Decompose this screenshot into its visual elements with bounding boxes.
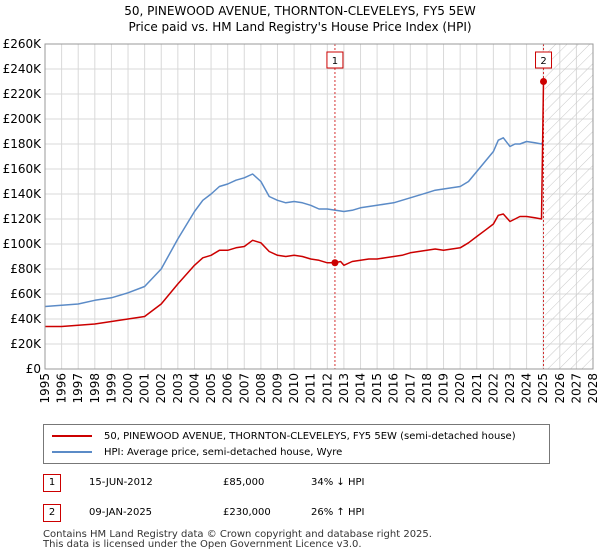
y-tick-label: £260K (3, 37, 43, 51)
y-tick-label: £0 (26, 362, 41, 376)
legend-swatch-hpi (52, 451, 92, 453)
y-tick-label: £120K (3, 212, 43, 226)
x-tick-label: 2021 (470, 373, 484, 404)
x-tick-label: 2007 (237, 373, 251, 404)
legend-item-hpi: HPI: Average price, semi-detached house,… (52, 445, 342, 459)
future-hatch-region (544, 44, 593, 369)
x-tick-label: 2012 (320, 373, 334, 404)
x-tick-label: 2013 (337, 373, 351, 404)
sale-price-1: £85,000 (223, 477, 265, 488)
x-tick-label: 2018 (420, 373, 434, 404)
legend-item-property: 50, PINEWOOD AVENUE, THORNTON-CLEVELEYS,… (52, 429, 516, 443)
sale-hpi-1: 34% ↓ HPI (311, 477, 365, 488)
x-tick-label: 2006 (221, 373, 235, 404)
x-tick-label: 2024 (520, 373, 534, 404)
x-tick-label: 2005 (204, 373, 218, 404)
x-tick-label: 2026 (553, 373, 567, 404)
legend-label-hpi: HPI: Average price, semi-detached house,… (104, 446, 343, 458)
x-tick-label: 1997 (71, 373, 85, 404)
y-tick-label: £20K (10, 337, 42, 351)
y-tick-label: £240K (3, 62, 43, 76)
x-tick-label: 1996 (55, 373, 69, 404)
chart-subtitle: Price paid vs. HM Land Registry's House … (128, 20, 472, 34)
y-tick-label: £40K (10, 312, 42, 326)
footer-line-2: This data is licensed under the Open Gov… (43, 539, 362, 550)
x-tick-label: 2000 (121, 373, 135, 404)
sale-2-point (540, 78, 548, 85)
y-tick-label: £200K (3, 112, 43, 126)
sale-date-2: 09-JAN-2025 (89, 507, 153, 518)
sale-1-box (326, 51, 344, 69)
sale-price-2: £230,000 (223, 507, 271, 518)
x-tick-label: 1999 (104, 373, 118, 404)
x-tick-label: 1995 (38, 373, 52, 404)
x-tick-label: 2014 (354, 373, 368, 404)
x-tick-label: 2016 (387, 373, 401, 404)
sale-1-point (331, 259, 339, 267)
x-tick-label: 2023 (503, 373, 517, 404)
x-tick-label: 2028 (586, 373, 600, 404)
plot-area (45, 44, 593, 369)
plot-frame (44, 43, 594, 370)
x-tick-label: 2022 (486, 373, 500, 404)
y-tick-label: £160K (3, 162, 43, 176)
y-tick-label: £60K (10, 287, 42, 301)
property-price-line (45, 79, 546, 328)
x-tick-label: 2017 (403, 373, 417, 404)
price-chart: £0 £20K £40K £60K £80K £100K £120K £140K £160K £1… (3, 37, 600, 404)
sale-row-1: 1 15-JUN-2012 £85,000 34% ↓ HPI (43, 474, 563, 492)
sale-marker-1: 1 (43, 474, 61, 492)
x-tick-label: 2025 (536, 373, 550, 404)
legend-swatch-property (52, 435, 92, 437)
y-tick-label: £220K (3, 87, 43, 101)
legend-label-property: 50, PINEWOOD AVENUE, THORNTON-CLEVELEYS,… (104, 430, 516, 442)
x-tick-label: 2001 (138, 373, 152, 404)
y-tick-label: £80K (10, 262, 42, 276)
x-tick-label: 2011 (304, 373, 318, 404)
sale-2-label: 2 (540, 56, 546, 67)
x-tick-label: 2027 (569, 373, 583, 404)
chart-title: 50, PINEWOOD AVENUE, THORNTON-CLEVELEYS,… (124, 4, 476, 18)
footer-note: Contains HM Land Registry data © Crown c… (43, 530, 432, 550)
x-tick-label: 2004 (187, 373, 201, 404)
sale-1-label: 1 (332, 56, 338, 67)
x-tick-label: 2008 (254, 373, 268, 404)
y-tick-label: £140K (3, 187, 43, 201)
hpi-line (44, 137, 544, 308)
x-tick-label: 2019 (437, 373, 451, 404)
sale-hpi-2: 26% ↑ HPI (311, 507, 365, 518)
sale-2-box (535, 51, 553, 69)
y-tick-label: £100K (3, 237, 43, 251)
y-tick-label: £180K (3, 137, 43, 151)
x-tick-label: 2002 (154, 373, 168, 404)
x-tick-label: 2009 (270, 373, 284, 404)
x-tick-label: 2010 (287, 373, 301, 404)
chart-legend: 50, PINEWOOD AVENUE, THORNTON-CLEVELEYS,… (43, 424, 550, 464)
x-tick-label: 1998 (88, 373, 102, 404)
sale-date-1: 15-JUN-2012 (89, 477, 153, 488)
sale-row-2: 2 09-JAN-2025 £230,000 26% ↑ HPI (43, 504, 563, 522)
x-tick-label: 2020 (453, 373, 467, 404)
sale-marker-2: 2 (43, 504, 61, 522)
footer-line-1: Contains HM Land Registry data © Crown c… (43, 529, 432, 540)
x-tick-label: 2015 (370, 373, 384, 404)
x-tick-label: 2003 (171, 373, 185, 404)
